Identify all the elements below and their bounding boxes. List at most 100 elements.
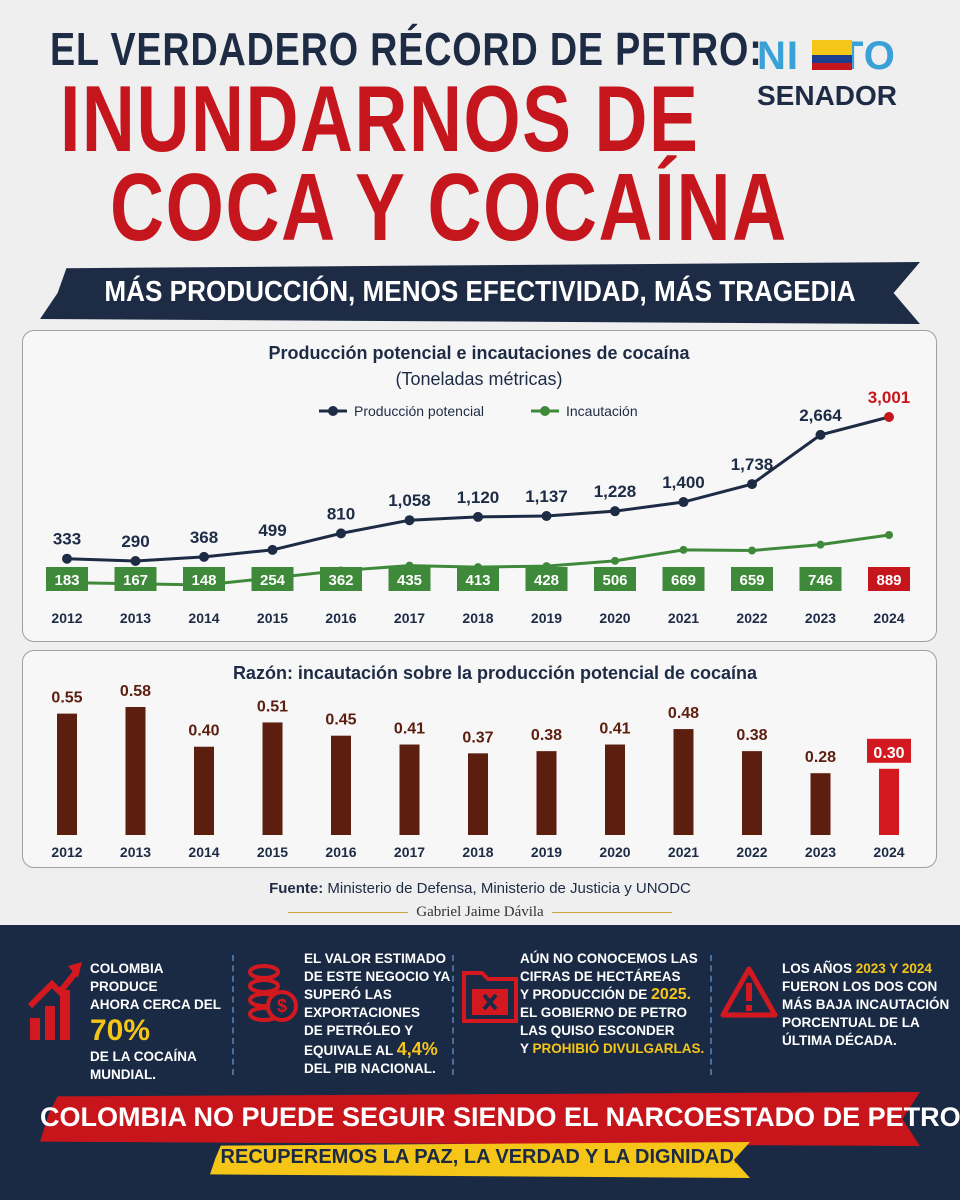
line-chart-panel: Producción potencial e incautaciones de … (22, 330, 937, 642)
bar (742, 751, 762, 835)
money-icon: $ (248, 964, 298, 1022)
yellow-banner (210, 1142, 750, 1178)
flag-icon (812, 40, 852, 70)
data-label-box-incautacion (525, 567, 568, 591)
bar-value-label: 0.28 (805, 749, 836, 766)
data-point-produccion (747, 479, 757, 490)
data-label-box-incautacion (457, 567, 499, 591)
headline-main-1: INUNDARNOS DE (60, 66, 700, 171)
data-point-produccion (130, 556, 141, 566)
data-point-produccion (678, 497, 689, 508)
data-label-produccion: 3,001 (868, 388, 911, 407)
x-tick-label: 2013 (120, 844, 151, 860)
data-point-produccion (815, 429, 826, 440)
data-label-box-incautacion (320, 567, 362, 591)
bar (57, 713, 77, 835)
subtitle-band (40, 262, 920, 324)
x-tick-label: 2015 (257, 844, 288, 860)
data-point-incautacion (885, 531, 893, 539)
chart-legend: Producción potencial Incautación (319, 403, 638, 419)
x-tick-label: 2019 (531, 610, 562, 626)
data-label-produccion: 1,738 (731, 455, 774, 474)
data-label-incautacion: 183 (54, 572, 79, 589)
data-label-produccion: 368 (190, 528, 218, 547)
svg-text:$: $ (277, 996, 287, 1016)
x-tick-label: 2024 (873, 844, 904, 860)
data-point-produccion (404, 515, 415, 526)
x-tick-label: 2023 (805, 844, 836, 860)
data-label-box-incautacion (46, 567, 88, 591)
bar (331, 735, 351, 835)
data-label-incautacion: 659 (739, 572, 764, 589)
bar (536, 751, 557, 835)
bar-value-label: 0.40 (188, 723, 219, 740)
data-label-produccion: 2,664 (799, 406, 842, 425)
x-tick-label: 2021 (668, 844, 699, 860)
x-tick-label: 2022 (736, 610, 767, 626)
banner-tagline: RECUPEREMOS LA PAZ, LA VERDAD Y LA DIGNI… (220, 1146, 740, 1168)
data-point-produccion (336, 528, 346, 539)
line-chart: Producción potencial e incautaciones de … (46, 343, 911, 626)
data-label-incautacion: 669 (671, 572, 696, 589)
data-point-produccion (199, 551, 209, 562)
data-label-produccion: 1,228 (594, 482, 637, 501)
data-label-produccion: 499 (258, 521, 286, 540)
x-tick-label: 2017 (394, 610, 425, 626)
data-point-incautacion (679, 545, 688, 554)
x-tick-label: 2014 (188, 610, 219, 626)
x-tick-label: 2015 (257, 610, 288, 626)
data-point-produccion (541, 511, 552, 522)
data-label-incautacion: 362 (328, 572, 353, 589)
data-label-produccion: 290 (121, 532, 149, 551)
info-block-2: EL VALOR ESTIMADO DE ESTE NEGOCIO YA SUP… (304, 951, 451, 1076)
data-label-incautacion: 167 (123, 572, 148, 589)
bar-value-label: 0.37 (462, 729, 493, 746)
bar (810, 773, 831, 835)
bar-value-label: 0.38 (736, 727, 767, 744)
data-point-produccion (610, 506, 620, 517)
bar-chart-panel: Razón: incautación sobre la producción p… (22, 650, 937, 868)
red-banner (40, 1092, 920, 1146)
data-point-incautacion (611, 556, 619, 565)
line-chart-subtitle: (Toneladas métricas) (395, 369, 562, 389)
divider (232, 955, 235, 1075)
warning-icon (720, 966, 778, 1018)
data-label-incautacion: 148 (191, 572, 216, 589)
data-label-incautacion: 435 (397, 572, 422, 589)
data-label-box-incautacion (731, 567, 773, 591)
bar (468, 753, 488, 835)
data-point-produccion (62, 553, 72, 564)
data-label-box-incautacion (868, 567, 910, 591)
bar-value-label: 0.30 (873, 745, 904, 762)
x-tick-label: 2023 (805, 610, 836, 626)
bar (262, 722, 283, 835)
data-label-produccion: 810 (327, 504, 355, 523)
bar (125, 707, 146, 835)
x-tick-label: 2020 (599, 844, 630, 860)
bar-value-label: 0.41 (394, 721, 425, 738)
data-label-produccion: 333 (53, 530, 81, 549)
chart-up-icon (28, 962, 82, 1040)
data-point-produccion (473, 511, 483, 522)
data-label-produccion: 1,120 (457, 488, 500, 507)
source-note: Fuente: Ministerio de Defensa, Ministeri… (269, 880, 691, 897)
data-label-produccion: 1,400 (662, 473, 705, 492)
banner-headline: COLOMBIA NO PUEDE SEGUIR SIENDO EL NARCO… (40, 1102, 960, 1132)
legend-label-incautacion: Incautación (566, 403, 638, 419)
data-label-box-incautacion (183, 567, 225, 591)
bar-value-label: 0.55 (51, 690, 82, 707)
x-tick-label: 2016 (325, 844, 356, 860)
x-tick-label: 2013 (120, 610, 151, 626)
info-block-3: AÚN NO CONOCEMOS LAS CIFRAS DE HECTÁREAS… (520, 951, 705, 1056)
data-label-box-incautacion (594, 567, 636, 591)
bar (879, 768, 899, 835)
logo-subtitle: SENADOR (757, 80, 898, 111)
data-point-produccion (884, 412, 894, 422)
data-point-incautacion (748, 546, 756, 555)
bar (194, 746, 214, 835)
bar (605, 744, 625, 835)
data-label-box-incautacion (662, 567, 705, 591)
bar-value-label: 0.48 (668, 705, 699, 722)
bar-value-label: 0.51 (257, 698, 288, 715)
headline-main-2: COCA Y COCAÍNA (110, 154, 788, 261)
